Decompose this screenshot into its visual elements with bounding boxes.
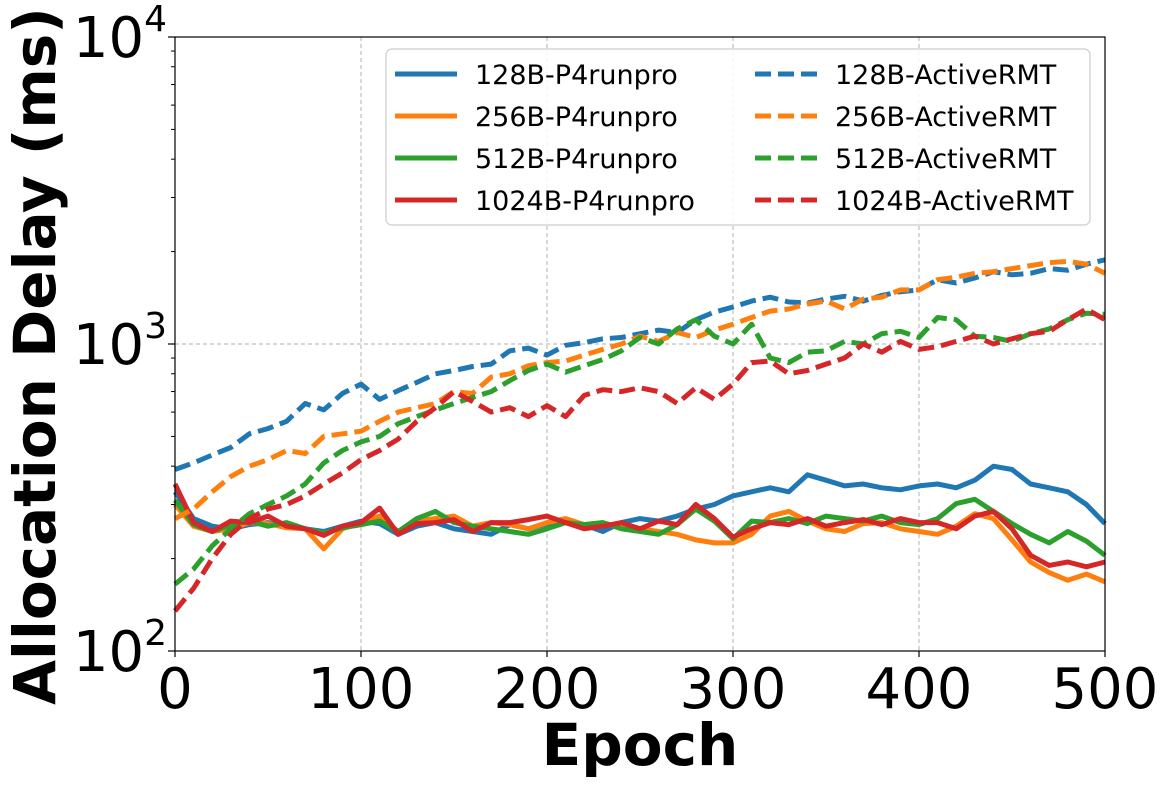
legend-entry: 256B-P4runpro: [395, 102, 678, 133]
series-lines: [172, 257, 1107, 613]
y-tick-label: 104: [73, 0, 167, 71]
x-tick-label: 0: [157, 657, 193, 722]
x-tick-label: 500: [1052, 657, 1159, 722]
x-tick-label: 100: [308, 657, 415, 722]
legend-label: 512B-ActiveRMT: [835, 144, 1057, 175]
y-tick-label: 103: [73, 306, 167, 378]
legend-label: 128B-ActiveRMT: [835, 60, 1057, 91]
series-line-256b-p4runpro: [173, 502, 1106, 585]
series-line-1024b-activermt: [173, 306, 1107, 613]
legend-label: 1024B-ActiveRMT: [835, 186, 1074, 217]
legend-entry: 512B-ActiveRMT: [755, 144, 1057, 175]
legend-entry: 128B-ActiveRMT: [755, 60, 1057, 91]
x-axis-ticks: 0 100 200 300 400 500: [157, 651, 1158, 722]
series-line-512b-activermt: [173, 310, 1106, 587]
legend-box: [385, 48, 1091, 226]
x-axis-title: Epoch: [542, 711, 739, 779]
y-axis-ticks: 102 103 104: [73, 0, 175, 685]
legend-entry: 128B-P4runpro: [395, 60, 678, 91]
legend-label: 256B-ActiveRMT: [835, 102, 1057, 133]
legend-label: 1024B-P4runpro: [475, 186, 695, 217]
legend-entry: 256B-ActiveRMT: [755, 102, 1057, 133]
series-line-1024b-p4runpro: [172, 482, 1106, 570]
series-line-256b-activermt: [173, 258, 1107, 521]
legend: 128B-P4runpro 256B-P4runpro 512B-P4runpro 1…: [385, 48, 1091, 226]
legend-entry: 1024B-ActiveRMT: [755, 186, 1074, 217]
legend-entry: 1024B-P4runpro: [395, 186, 695, 217]
x-tick-label: 400: [866, 657, 973, 722]
legend-label: 128B-P4runpro: [475, 60, 678, 91]
x-tick-label: 300: [680, 657, 787, 722]
x-tick-label: 200: [494, 657, 601, 722]
legend-label: 256B-P4runpro: [475, 102, 678, 133]
y-tick-label: 102: [73, 613, 167, 685]
grid-lines: [175, 37, 1105, 651]
legend-entry: 512B-P4runpro: [395, 144, 678, 175]
series-line-128b-activermt: [174, 257, 1106, 472]
legend-label: 512B-P4runpro: [475, 144, 678, 175]
y-axis-title: Allocation Delay (ms): [1, 7, 69, 705]
